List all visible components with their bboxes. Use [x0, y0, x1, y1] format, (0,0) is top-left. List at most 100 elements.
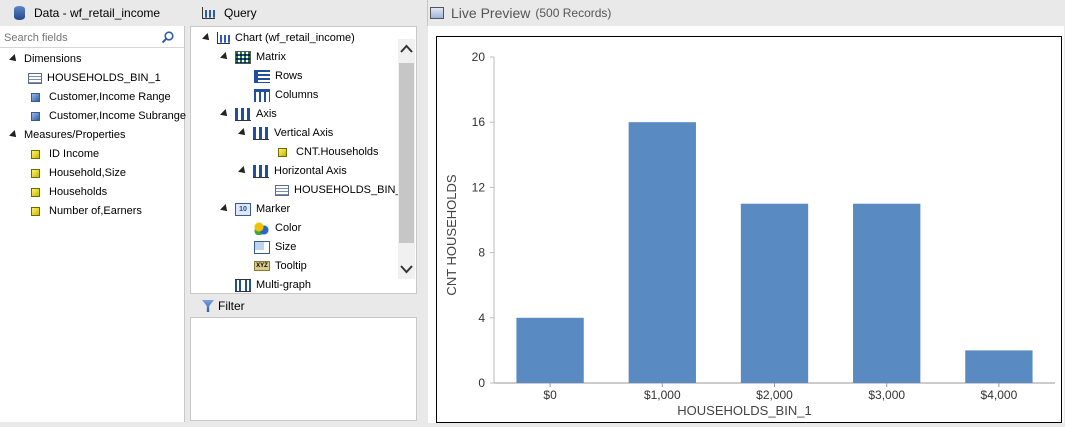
preview-icon — [430, 7, 444, 19]
tree-node-matrix[interactable]: Matrix — [220, 48, 286, 66]
collapse-triangle-icon[interactable] — [238, 128, 248, 138]
matrix-icon — [235, 50, 251, 64]
measure-icon — [278, 147, 287, 157]
tooltip-icon: XYZ — [254, 261, 270, 271]
dimensions-label: Dimensions — [24, 53, 82, 65]
data-panel-title: Data - wf_retail_income — [34, 6, 161, 20]
bar-chart: 0 4 8 12 16 20 $0 $1,000 $2,000 $3,000 $4,000 HOUSE… — [444, 50, 1055, 418]
axis-icon — [235, 107, 251, 121]
measure-field[interactable]: Household,Size — [28, 164, 126, 182]
dimension-icon — [31, 92, 40, 102]
y-tick-label: 4 — [478, 311, 485, 325]
tree-node-label: Horizontal Axis — [274, 165, 347, 177]
query-scrollbar[interactable] — [398, 39, 415, 279]
collapse-triangle-icon[interactable] — [220, 204, 230, 214]
preview-record-count: (500 Records) — [535, 6, 612, 20]
y-tick-label: 12 — [472, 180, 486, 194]
data-panel-header: Data - wf_retail_income — [0, 0, 186, 26]
x-tick-label: $1,000 — [644, 388, 681, 402]
y-tick-label: 8 — [478, 246, 485, 260]
search-icon[interactable] — [161, 31, 174, 44]
horizontal-axis-icon — [253, 164, 269, 178]
measure-field[interactable]: ID Income — [28, 145, 99, 163]
tree-node-label: Multi-graph — [256, 279, 312, 291]
multigraph-icon — [235, 278, 251, 292]
scroll-thumb[interactable] — [399, 63, 414, 243]
tree-node-columns[interactable]: Columns — [254, 86, 318, 104]
tree-node-label: Size — [275, 241, 297, 253]
dimension-field[interactable]: Customer,Income Subrange — [28, 107, 186, 125]
measure-field-label: Household,Size — [49, 167, 127, 179]
measure-icon — [31, 187, 40, 197]
collapse-triangle-icon[interactable] — [9, 130, 19, 140]
tree-node-tooltip[interactable]: XYZ Tooltip — [254, 257, 307, 275]
database-icon — [14, 6, 25, 20]
measure-icon — [31, 168, 40, 178]
y-axis-title: CNT HOUSEHOLDS — [444, 174, 459, 295]
tree-node-label: HOUSEHOLDS_BIN_1 — [294, 184, 408, 196]
collapse-triangle-icon[interactable] — [9, 54, 19, 64]
tree-node-horizontal-field[interactable]: HOUSEHOLDS_BIN_1 — [275, 181, 408, 199]
tree-node-label: Matrix — [256, 51, 286, 63]
measures-label: Measures/Properties — [24, 129, 126, 141]
dimension-field[interactable]: Customer,Income Range — [28, 88, 171, 106]
dimension-field[interactable]: HOUSEHOLDS_BIN_1 — [28, 69, 161, 87]
tree-node-multigraph[interactable]: Multi-graph — [235, 276, 311, 294]
tree-node-axis[interactable]: Axis — [220, 105, 277, 123]
tree-node-color[interactable]: Color — [254, 219, 301, 237]
dimensions-group[interactable]: Dimensions — [9, 50, 82, 68]
tree-node-label: Rows — [275, 70, 303, 82]
bar — [628, 122, 696, 383]
tree-node-label: Vertical Axis — [274, 127, 334, 139]
x-axis-title: HOUSEHOLDS_BIN_1 — [677, 403, 811, 418]
vertical-axis-icon — [253, 126, 269, 140]
filter-title: Filter — [218, 299, 245, 313]
tree-node-vertical-field[interactable]: CNT.Households — [275, 143, 379, 161]
rows-icon — [254, 69, 270, 83]
data-panel: Dimensions HOUSEHOLDS_BIN_1 Customer,Inc… — [0, 26, 186, 422]
tree-node-vertical-axis[interactable]: Vertical Axis — [238, 124, 334, 142]
chart-icon — [202, 7, 215, 19]
y-tick-label: 16 — [472, 115, 486, 129]
query-panel-header: Query — [190, 0, 418, 26]
tree-node-chart[interactable]: Chart (wf_retail_income) — [202, 29, 355, 47]
preview-panel: 0 4 8 12 16 20 $0 $1,000 $2,000 $3,000 $4,000 HOUSE… — [428, 26, 1064, 423]
tree-node-label: Chart (wf_retail_income) — [235, 32, 355, 44]
measure-field[interactable]: Households — [28, 183, 107, 201]
search-field[interactable] — [0, 28, 184, 48]
chart-frame: 0 4 8 12 16 20 $0 $1,000 $2,000 $3,000 $4,000 HOUSE… — [436, 36, 1062, 423]
x-tick-label: $4,000 — [981, 388, 1018, 402]
tree-node-label: Marker — [256, 203, 291, 215]
columns-icon — [254, 88, 270, 102]
bar — [740, 203, 809, 383]
measure-field-label: Number of,Earners — [49, 205, 142, 217]
x-tick-label: $2,000 — [756, 388, 793, 402]
collapse-triangle-icon[interactable] — [202, 33, 212, 43]
tree-node-size[interactable]: Size — [254, 238, 296, 256]
x-tick-label: $0 — [543, 388, 557, 402]
y-tick-label: 20 — [472, 50, 486, 64]
query-panel: Chart (wf_retail_income) Matrix Rows Col… — [190, 26, 417, 294]
measures-group[interactable]: Measures/Properties — [9, 126, 126, 144]
scroll-down-icon[interactable] — [398, 261, 415, 277]
tree-node-rows[interactable]: Rows — [254, 67, 303, 85]
search-input[interactable] — [0, 28, 155, 47]
tree-node-label: Columns — [275, 89, 319, 101]
measure-icon — [31, 149, 40, 159]
tree-node-marker[interactable]: 10 Marker — [220, 200, 291, 218]
preview-title: Live Preview — [451, 5, 531, 21]
filter-icon — [202, 300, 214, 312]
collapse-triangle-icon[interactable] — [238, 166, 248, 176]
scroll-up-icon[interactable] — [398, 41, 415, 57]
bar — [516, 317, 584, 383]
tree-node-horizontal-axis[interactable]: Horizontal Axis — [238, 162, 347, 180]
measure-field[interactable]: Number of,Earners — [28, 202, 142, 220]
dimension-field-label: HOUSEHOLDS_BIN_1 — [47, 72, 161, 84]
filter-panel[interactable] — [190, 317, 417, 421]
tree-node-label: Tooltip — [275, 260, 307, 272]
size-icon — [254, 240, 270, 254]
collapse-triangle-icon[interactable] — [220, 52, 230, 62]
preview-header: Live Preview (500 Records) — [427, 0, 1063, 26]
collapse-triangle-icon[interactable] — [220, 109, 230, 119]
x-tick-label: $3,000 — [868, 388, 905, 402]
